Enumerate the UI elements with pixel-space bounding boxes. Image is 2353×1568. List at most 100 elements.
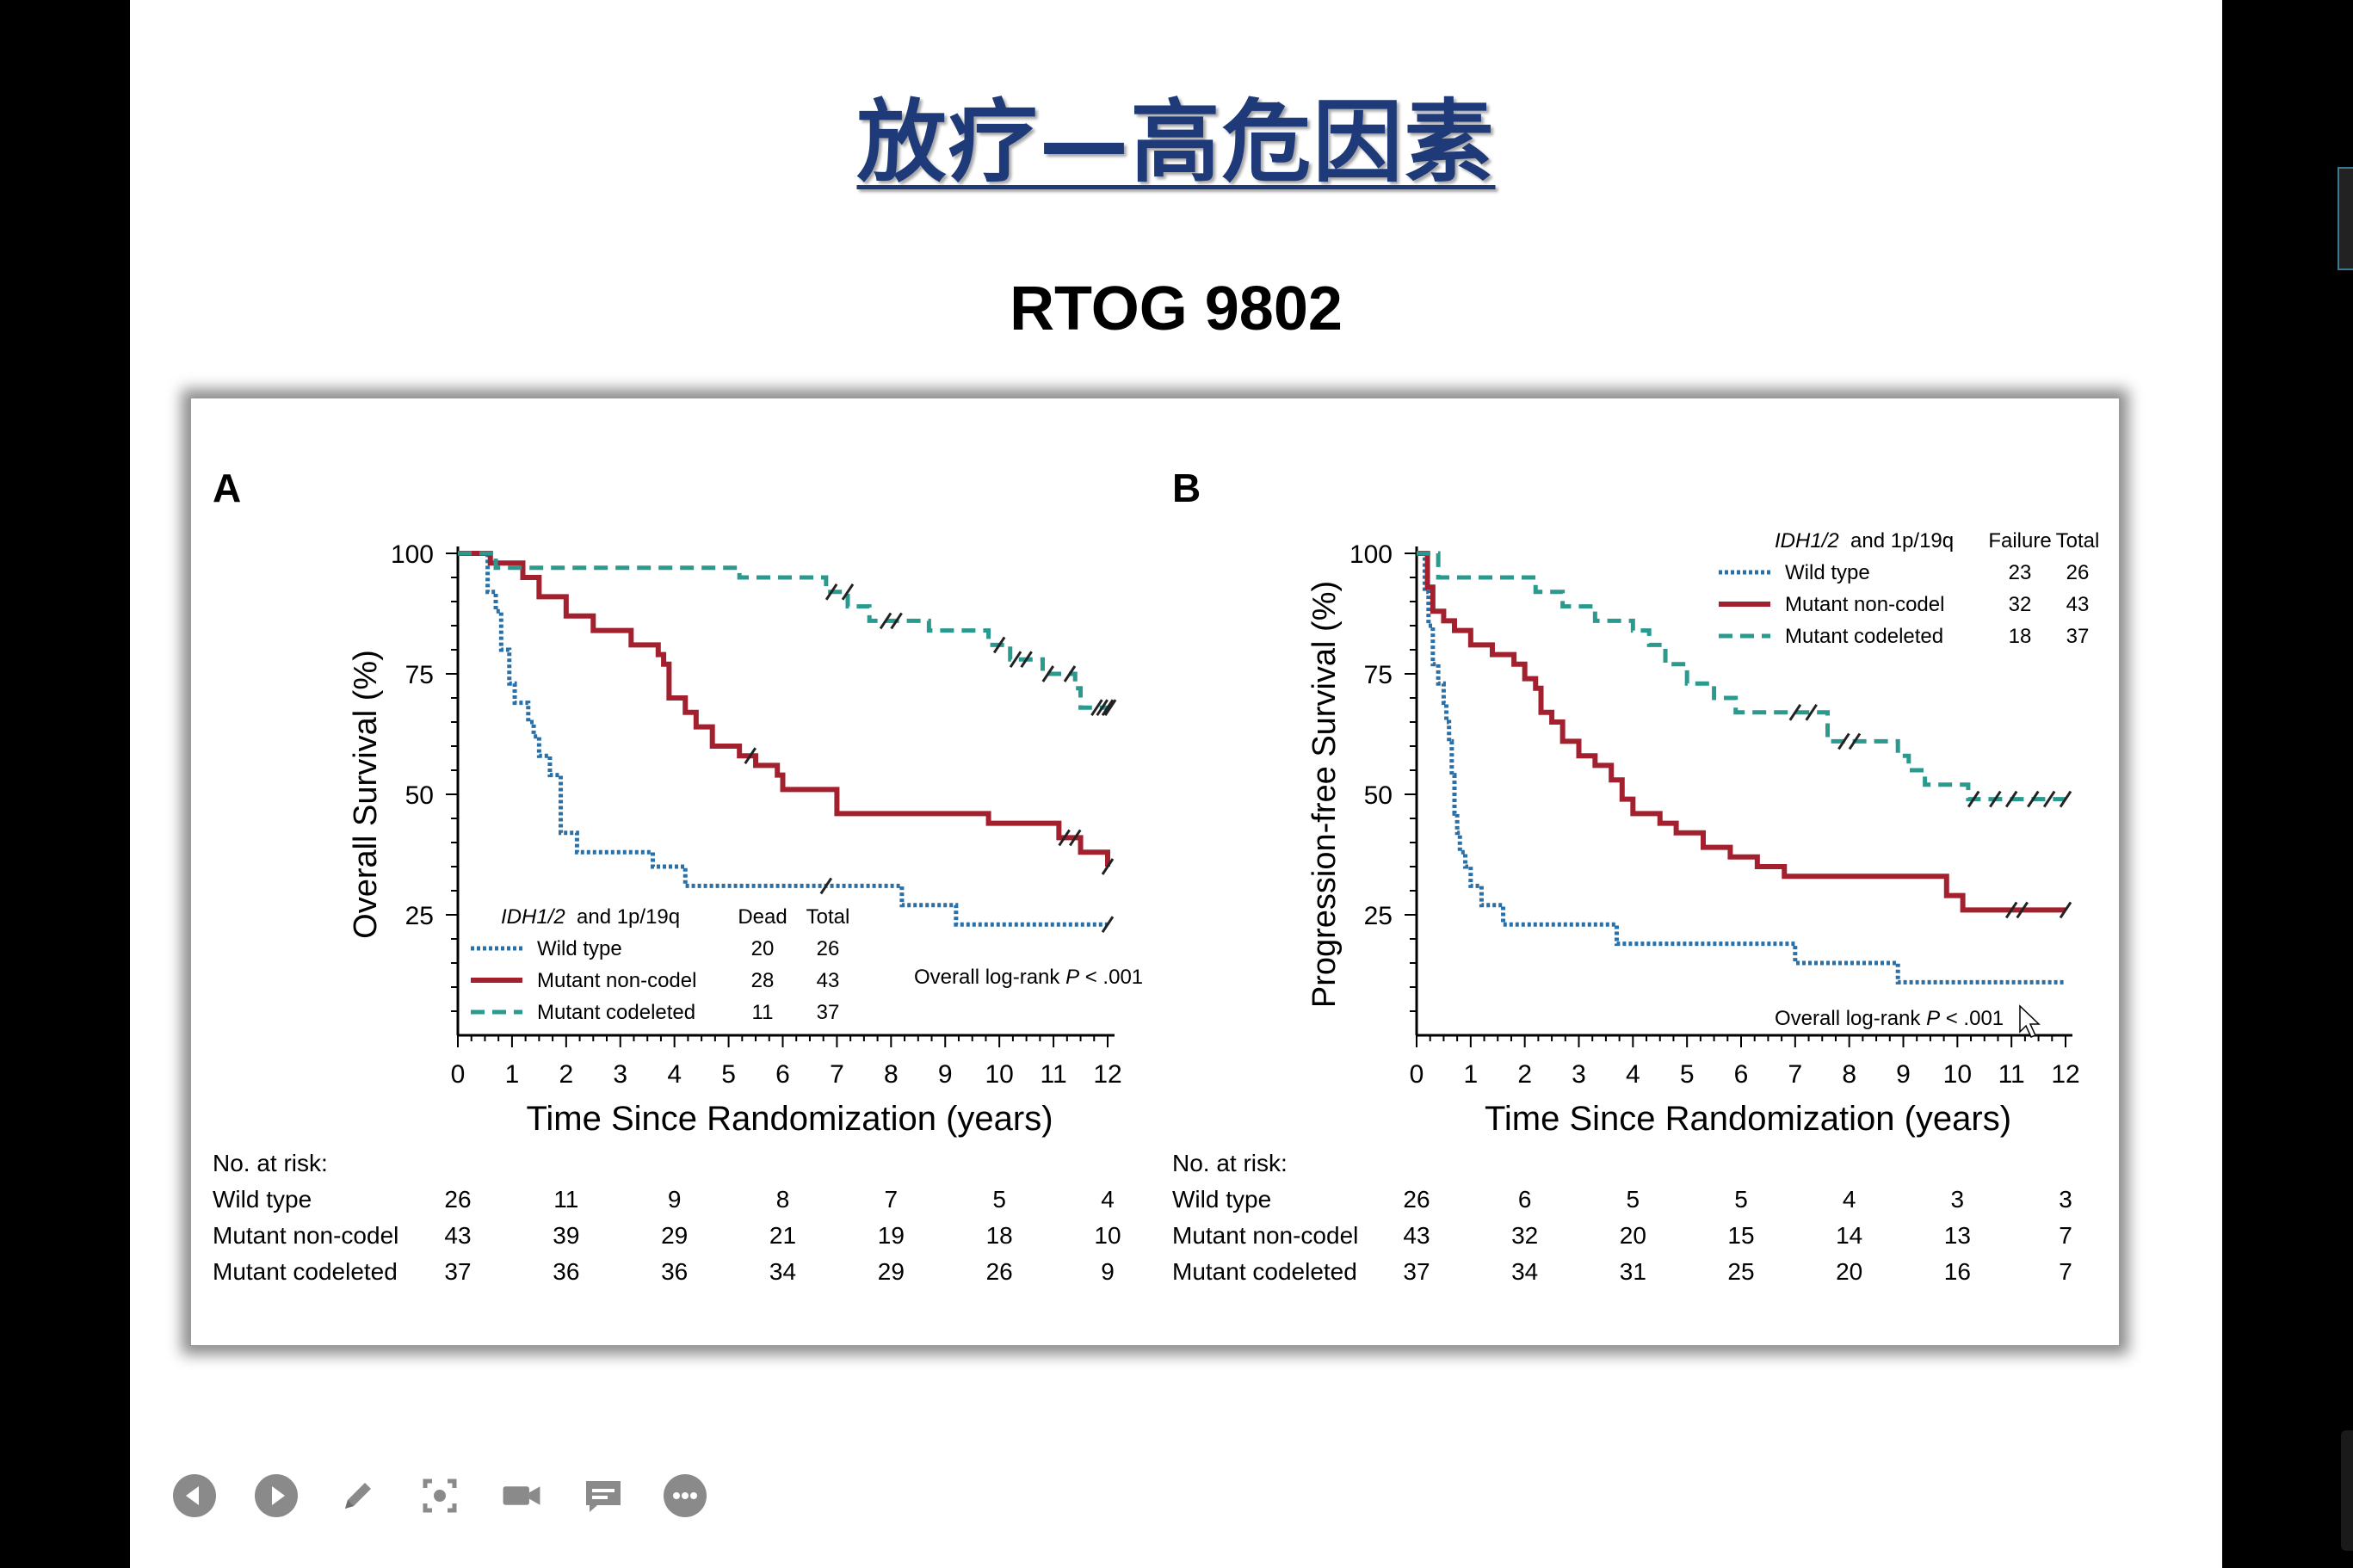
at-risk-value: 32 bbox=[1511, 1222, 1538, 1249]
x-axis-label: Time Since Randomization (years) bbox=[526, 1100, 1053, 1138]
logrank-prefix: Overall log-rank bbox=[914, 966, 1065, 989]
censor-mark bbox=[2059, 790, 2072, 808]
at-risk-value: 36 bbox=[553, 1258, 579, 1285]
next-button[interactable] bbox=[255, 1474, 298, 1517]
zoom-icon bbox=[423, 1478, 457, 1513]
at-risk-value: 34 bbox=[769, 1258, 796, 1285]
at-risk-row-label: Mutant non-codel bbox=[213, 1222, 398, 1249]
at-risk-value: 4 bbox=[1843, 1186, 1856, 1213]
next-icon bbox=[272, 1486, 285, 1505]
km-curve-dotted bbox=[458, 551, 1108, 927]
legend-value: 11 bbox=[752, 1001, 774, 1024]
legend-value: 18 bbox=[2009, 625, 2032, 648]
legend-header-col2: Total bbox=[2056, 529, 2100, 553]
censor-mark bbox=[1041, 665, 1055, 682]
at-risk-value: 3 bbox=[1951, 1186, 1965, 1213]
at-risk-value: 5 bbox=[1734, 1186, 1748, 1213]
censor-mark bbox=[1009, 651, 1022, 669]
censor-mark bbox=[1103, 699, 1117, 717]
at-risk-value: 7 bbox=[2059, 1258, 2072, 1285]
logrank-annotation: Overall log-rank P < .001 bbox=[1775, 1007, 2004, 1030]
previous-button[interactable] bbox=[173, 1474, 216, 1517]
censor-mark bbox=[1805, 703, 1818, 721]
legend-value: 43 bbox=[817, 969, 840, 992]
x-tick-label: 6 bbox=[775, 1060, 790, 1089]
more-button[interactable] bbox=[664, 1474, 707, 1517]
x-tick-label: 11 bbox=[1998, 1060, 2025, 1089]
at-risk-value: 9 bbox=[668, 1186, 682, 1213]
x-tick-label: 8 bbox=[884, 1060, 899, 1089]
at-risk-row-label: Wild type bbox=[213, 1186, 312, 1213]
km-curve-solid bbox=[458, 551, 1110, 867]
at-risk-value: 31 bbox=[1620, 1258, 1646, 1285]
camera-icon bbox=[503, 1486, 540, 1505]
x-tick-label: 9 bbox=[1896, 1060, 1911, 1089]
subtitle-button[interactable] bbox=[582, 1474, 625, 1517]
legend-label: Wild type bbox=[537, 937, 622, 960]
legend-header-codel: and 1p/19q bbox=[577, 905, 680, 929]
legend-value: 23 bbox=[2009, 561, 2032, 584]
side-panel-handle-lower[interactable] bbox=[2341, 1430, 2353, 1551]
legend-header-codel: and 1p/19q bbox=[1850, 529, 1954, 553]
censor-mark bbox=[1090, 699, 1103, 717]
censor-mark bbox=[1020, 651, 1033, 669]
at-risk-value: 20 bbox=[1620, 1222, 1646, 1249]
x-tick-label: 9 bbox=[938, 1060, 953, 1089]
pen-icon bbox=[345, 1483, 371, 1509]
censor-mark bbox=[824, 583, 838, 601]
x-tick-label: 10 bbox=[985, 1060, 1013, 1089]
legend-header-gene: IDH1/2 bbox=[501, 905, 565, 929]
x-tick-label: 2 bbox=[559, 1060, 573, 1089]
at-risk-row-label: Wild type bbox=[1172, 1186, 1271, 1213]
x-tick-label: 6 bbox=[1734, 1060, 1749, 1089]
censor-mark bbox=[2027, 790, 2040, 808]
censor-mark bbox=[1788, 703, 1802, 721]
legend-value: 26 bbox=[817, 937, 840, 960]
at-risk-value: 16 bbox=[1944, 1258, 1971, 1285]
at-risk-value: 14 bbox=[1836, 1222, 1862, 1249]
at-risk-value: 10 bbox=[1094, 1222, 1121, 1249]
km-curve-solid bbox=[1417, 551, 2066, 913]
y-axis-label: Progression-free Survival (%) bbox=[1306, 581, 1343, 1008]
y-tick-label: 75 bbox=[1364, 661, 1393, 689]
legend-header-col1: Failure bbox=[1988, 529, 2051, 553]
logrank-suffix: < .001 bbox=[1079, 966, 1143, 989]
x-tick-label: 5 bbox=[721, 1060, 736, 1089]
at-risk-value: 26 bbox=[986, 1258, 1013, 1285]
x-tick-label: 11 bbox=[1041, 1060, 1067, 1089]
mouse-cursor-icon bbox=[2019, 1004, 2041, 1038]
logrank-annotation: Overall log-rank P < .001 bbox=[914, 966, 1143, 989]
at-risk-value: 43 bbox=[1403, 1222, 1430, 1249]
at-risk-value: 19 bbox=[878, 1222, 905, 1249]
at-risk-value: 25 bbox=[1727, 1258, 1754, 1285]
x-tick-label: 8 bbox=[1842, 1060, 1856, 1089]
slide-subtitle: RTOG 9802 bbox=[1010, 275, 1343, 343]
at-risk-value: 34 bbox=[1511, 1258, 1538, 1285]
camera-button[interactable] bbox=[500, 1474, 543, 1517]
at-risk-value: 37 bbox=[1403, 1258, 1430, 1285]
legend-header-col1: Dead bbox=[738, 905, 787, 929]
censor-mark bbox=[1848, 732, 1862, 750]
side-panel-handle[interactable] bbox=[2338, 167, 2353, 270]
censor-mark bbox=[1101, 858, 1115, 875]
legend-label: Mutant codeleted bbox=[1785, 625, 1943, 648]
censor-mark bbox=[2004, 901, 2018, 919]
censor-mark bbox=[2042, 790, 2056, 808]
km-curve-dashed bbox=[1417, 551, 2066, 802]
legend-value: 37 bbox=[817, 1001, 840, 1024]
at-risk-title: No. at risk: bbox=[1172, 1150, 1288, 1176]
censor-mark bbox=[1101, 699, 1115, 717]
at-risk-value: 26 bbox=[1403, 1186, 1430, 1213]
at-risk-value: 29 bbox=[878, 1258, 905, 1285]
legend-value: 37 bbox=[2066, 625, 2090, 648]
censor-mark bbox=[1069, 829, 1082, 847]
legend-value: 20 bbox=[751, 937, 775, 960]
zoom-button[interactable] bbox=[418, 1474, 461, 1517]
x-tick-label: 3 bbox=[613, 1060, 627, 1089]
at-risk-value: 11 bbox=[553, 1186, 578, 1213]
slide: 放疗—高危因素 RTOG 9802 A 25 50 75 100 0 1 2 3 4 5 6 7 8 9 10… bbox=[130, 0, 2222, 1568]
y-tick-label: 100 bbox=[1349, 540, 1393, 569]
y-axis-label: Overall Survival (%) bbox=[348, 650, 384, 939]
pen-button[interactable] bbox=[337, 1474, 380, 1517]
